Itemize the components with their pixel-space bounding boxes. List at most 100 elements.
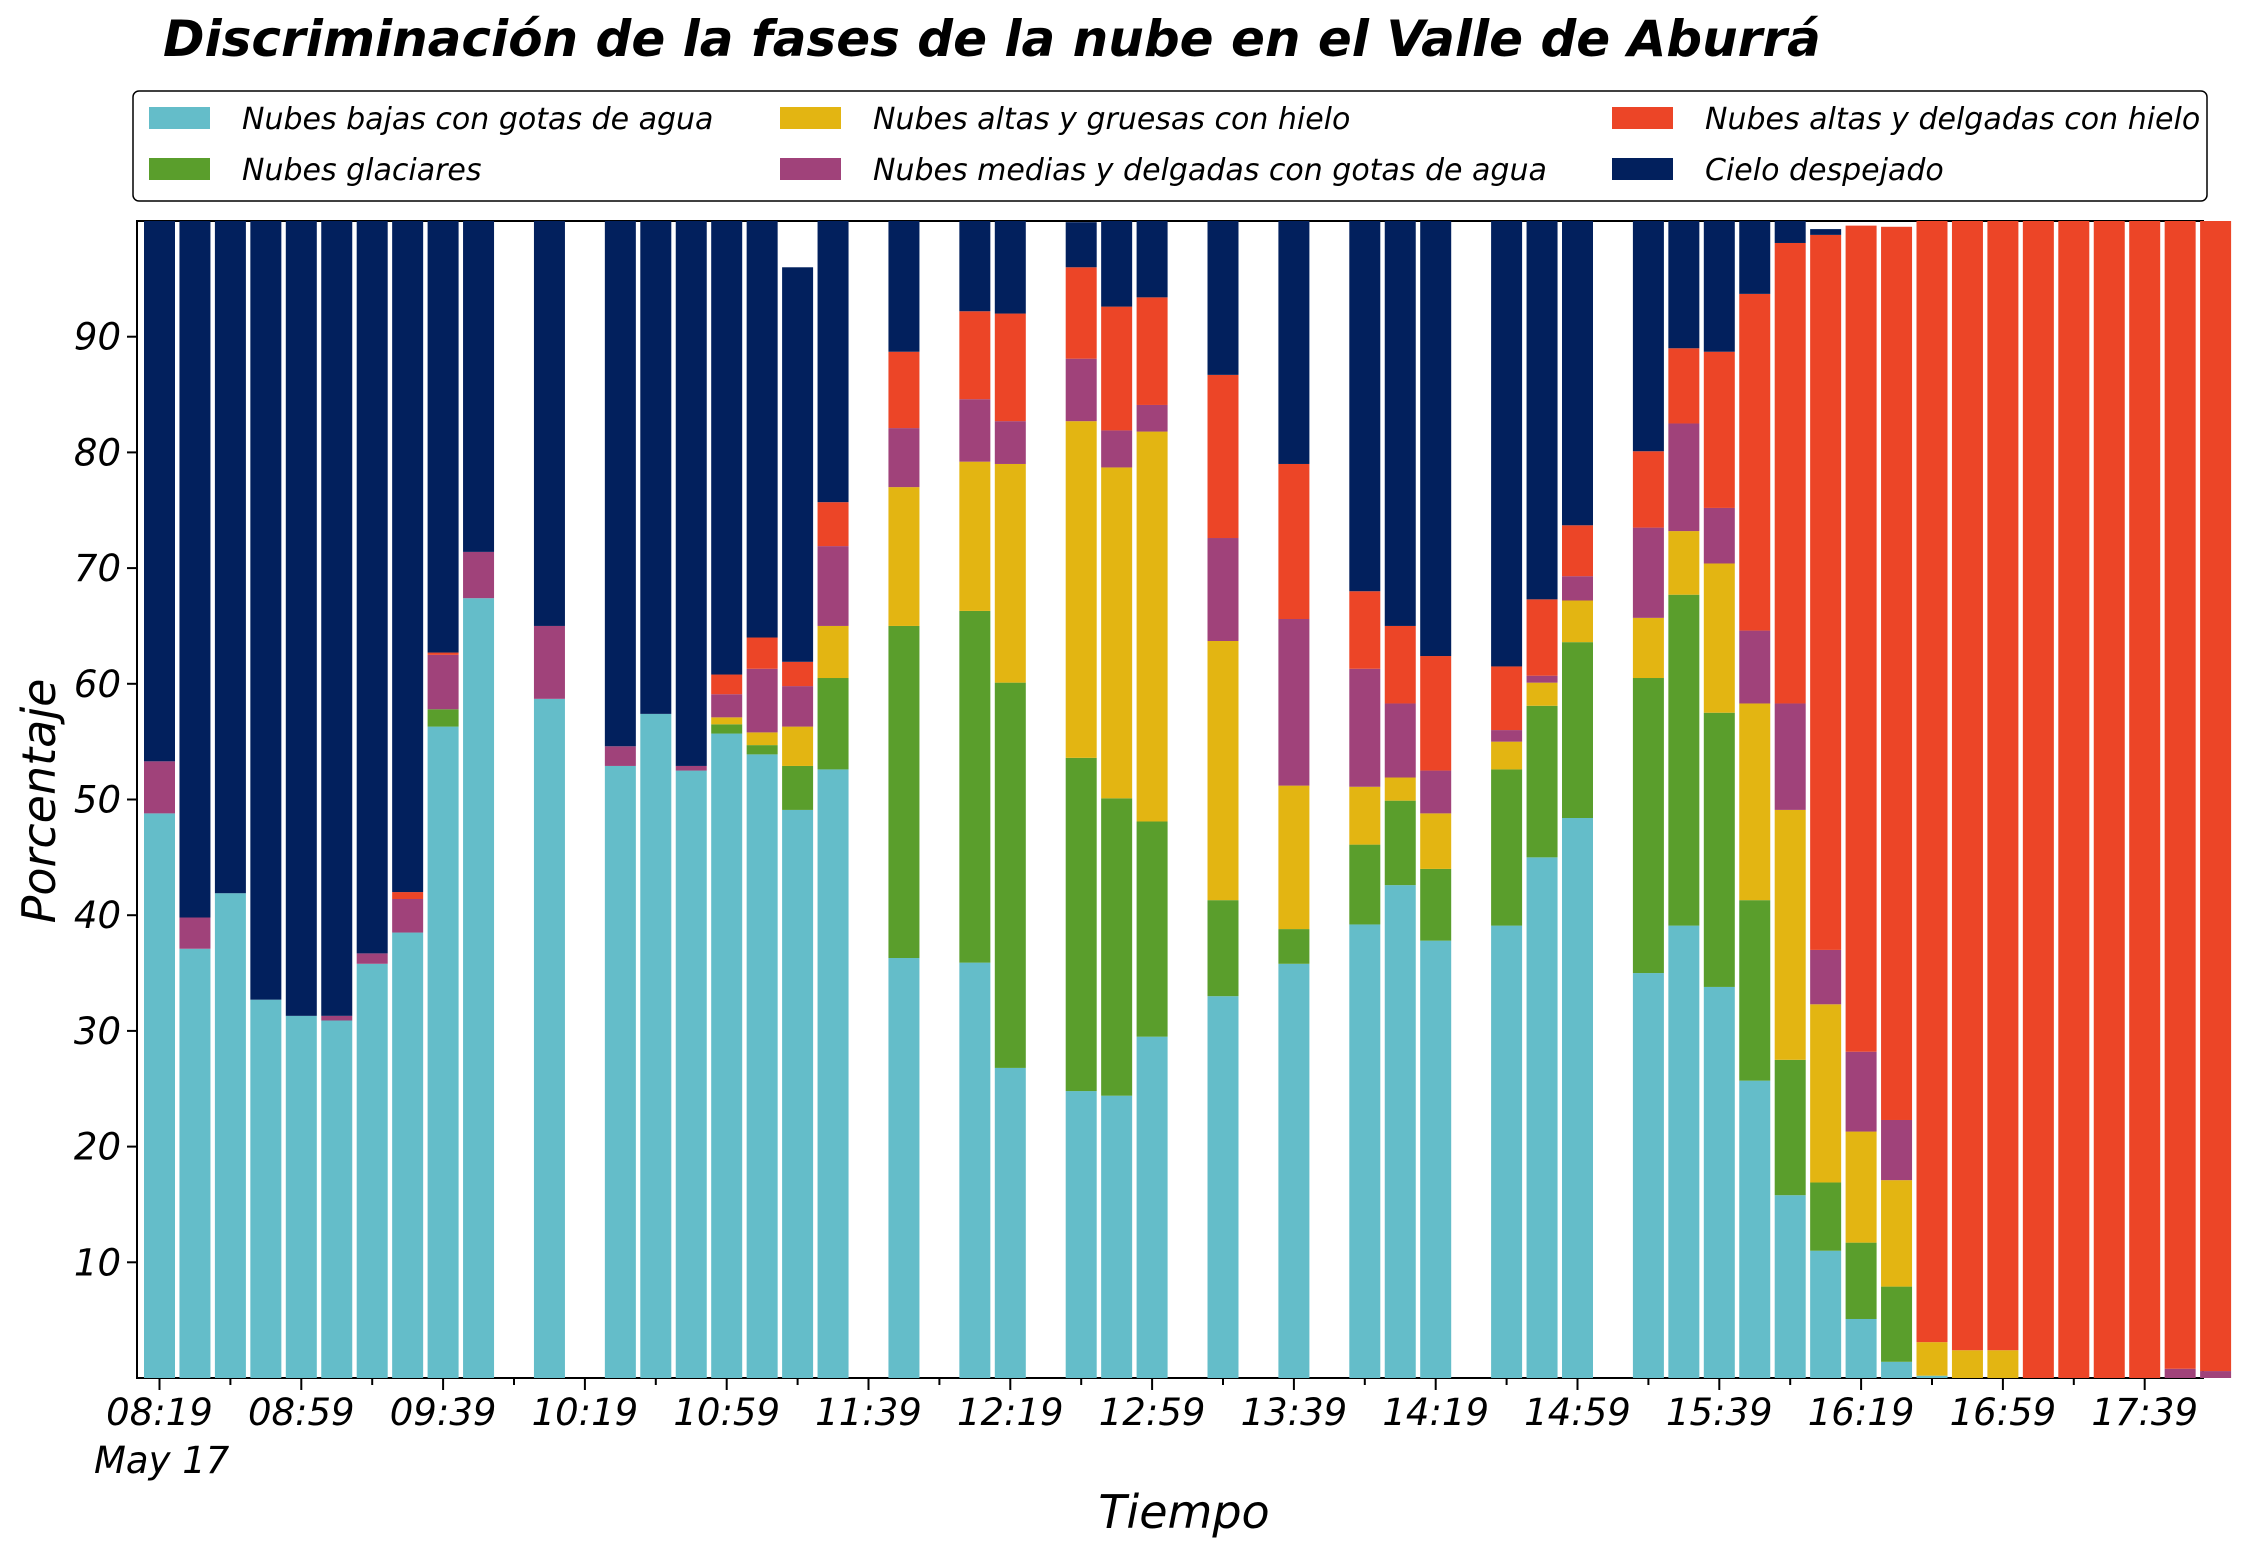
bar-segment <box>144 761 175 814</box>
bar-segment <box>1845 1051 1877 1132</box>
bar-stack <box>1420 221 1452 1378</box>
bar-segment <box>1739 1080 1771 1378</box>
bar-segment <box>250 221 282 1000</box>
bar-stack <box>533 221 565 1378</box>
bar-stack <box>1739 221 1771 1378</box>
bar-segment <box>640 221 672 714</box>
bar-segment <box>392 899 424 933</box>
bar-segment <box>463 598 495 1378</box>
legend-swatch <box>149 158 210 180</box>
legend-frame <box>132 90 2208 202</box>
bar-segment <box>1668 221 1700 349</box>
bar-segment <box>959 610 991 963</box>
bar-segment <box>994 463 1026 683</box>
bar-segment <box>1632 973 1664 1378</box>
bar-segment <box>2058 221 2090 1378</box>
bar-stack <box>1526 221 1558 1378</box>
x-tick-label: 08:19 <box>106 1391 213 1434</box>
bar-segment <box>1420 656 1452 771</box>
bar-segment <box>356 953 388 964</box>
bar-segment <box>746 745 778 755</box>
bar-stack <box>1916 221 1948 1378</box>
bar-stack <box>1278 221 1310 1378</box>
bar-segment <box>604 746 636 766</box>
bar-segment <box>1136 821 1168 1037</box>
bar-stack <box>2164 221 2196 1378</box>
bar-segment <box>1739 293 1771 631</box>
bar-segment <box>179 221 211 918</box>
bar-stack <box>746 221 778 1378</box>
bar-segment <box>1278 619 1310 786</box>
bar-segment <box>2164 1368 2196 1378</box>
bar-segment <box>533 221 565 626</box>
bar-segment <box>675 221 707 766</box>
bar-segment <box>782 661 814 687</box>
bar-segment <box>1491 925 1523 1378</box>
x-tick-label: 09:39 <box>390 1391 497 1434</box>
bar-segment <box>2200 1371 2232 1378</box>
bar-segment <box>782 267 814 662</box>
bar-segment <box>604 765 636 1378</box>
bar-segment <box>711 717 743 725</box>
bar-segment <box>1065 267 1097 359</box>
legend-swatch <box>780 158 841 180</box>
bar-segment <box>2022 221 2054 1378</box>
bar-segment <box>392 932 424 1378</box>
legend: Nubes bajas con gotas de agua Nubes glaci… <box>132 90 2208 202</box>
bar-segment <box>1774 703 1806 810</box>
bar-segment <box>1136 221 1168 298</box>
bar-segment <box>1526 599 1558 676</box>
bar-segment <box>392 892 424 899</box>
bar-stack <box>994 221 1026 1378</box>
y-tick-label: 50 <box>74 779 121 822</box>
bar-stack <box>2129 221 2161 1378</box>
bar-segment <box>1278 221 1310 464</box>
bar-segment <box>463 221 495 552</box>
legend-item: Nubes bajas con gotas de agua <box>149 102 713 137</box>
x-tick-label: 14:59 <box>1524 1391 1631 1434</box>
bar-segment <box>994 313 1026 422</box>
bar-segment <box>1384 885 1416 1378</box>
x-tick-label: 11:39 <box>815 1391 922 1434</box>
bar-stack <box>675 221 707 1378</box>
x-tick-label: 15:39 <box>1666 1391 1773 1434</box>
bar-segment <box>1065 1091 1097 1378</box>
bar-segment <box>817 678 849 770</box>
bar-stack <box>1562 221 1593 1378</box>
bar-segment <box>1384 221 1416 626</box>
x-tick-label: 14:19 <box>1382 1391 1489 1434</box>
bar-segment <box>2164 221 2196 1369</box>
bar-segment <box>1101 221 1133 307</box>
bar-segment <box>1207 640 1239 901</box>
bar-segment <box>1491 730 1523 742</box>
legend-item: Nubes altas y gruesas con hielo <box>780 102 1350 137</box>
bar-segment <box>1278 929 1310 964</box>
legend-item: Nubes medias y delgadas con gotas de agu… <box>780 153 1547 188</box>
bar-segment <box>888 958 920 1378</box>
bar-segment <box>1562 576 1593 601</box>
bar-segment <box>1774 1059 1806 1196</box>
bar-segment <box>427 652 459 655</box>
bar-segment <box>321 1020 353 1378</box>
bar-stack <box>1207 221 1239 1378</box>
bar-segment <box>1562 600 1593 643</box>
bars <box>144 221 2232 1378</box>
bar-segment <box>1384 625 1416 704</box>
bar-segment <box>1703 563 1735 713</box>
x-tick-label: 16:19 <box>1808 1391 1915 1434</box>
bar-segment <box>356 221 388 954</box>
x-tick-label: 10:59 <box>673 1391 780 1434</box>
bar-segment <box>1526 221 1558 600</box>
bar-segment <box>1881 1180 1913 1287</box>
bar-stack <box>1810 229 1842 1378</box>
bar-segment <box>746 637 778 669</box>
bar-stack <box>888 221 920 1378</box>
x-tick-label: 12:59 <box>1099 1391 1206 1434</box>
bar-stack <box>2058 221 2090 1378</box>
x-tick-label: 10:19 <box>532 1391 639 1434</box>
bar-segment <box>1136 1036 1168 1378</box>
bar-stack <box>2200 221 2232 1378</box>
bar-segment <box>1668 348 1700 424</box>
bar-stack <box>144 221 175 1378</box>
